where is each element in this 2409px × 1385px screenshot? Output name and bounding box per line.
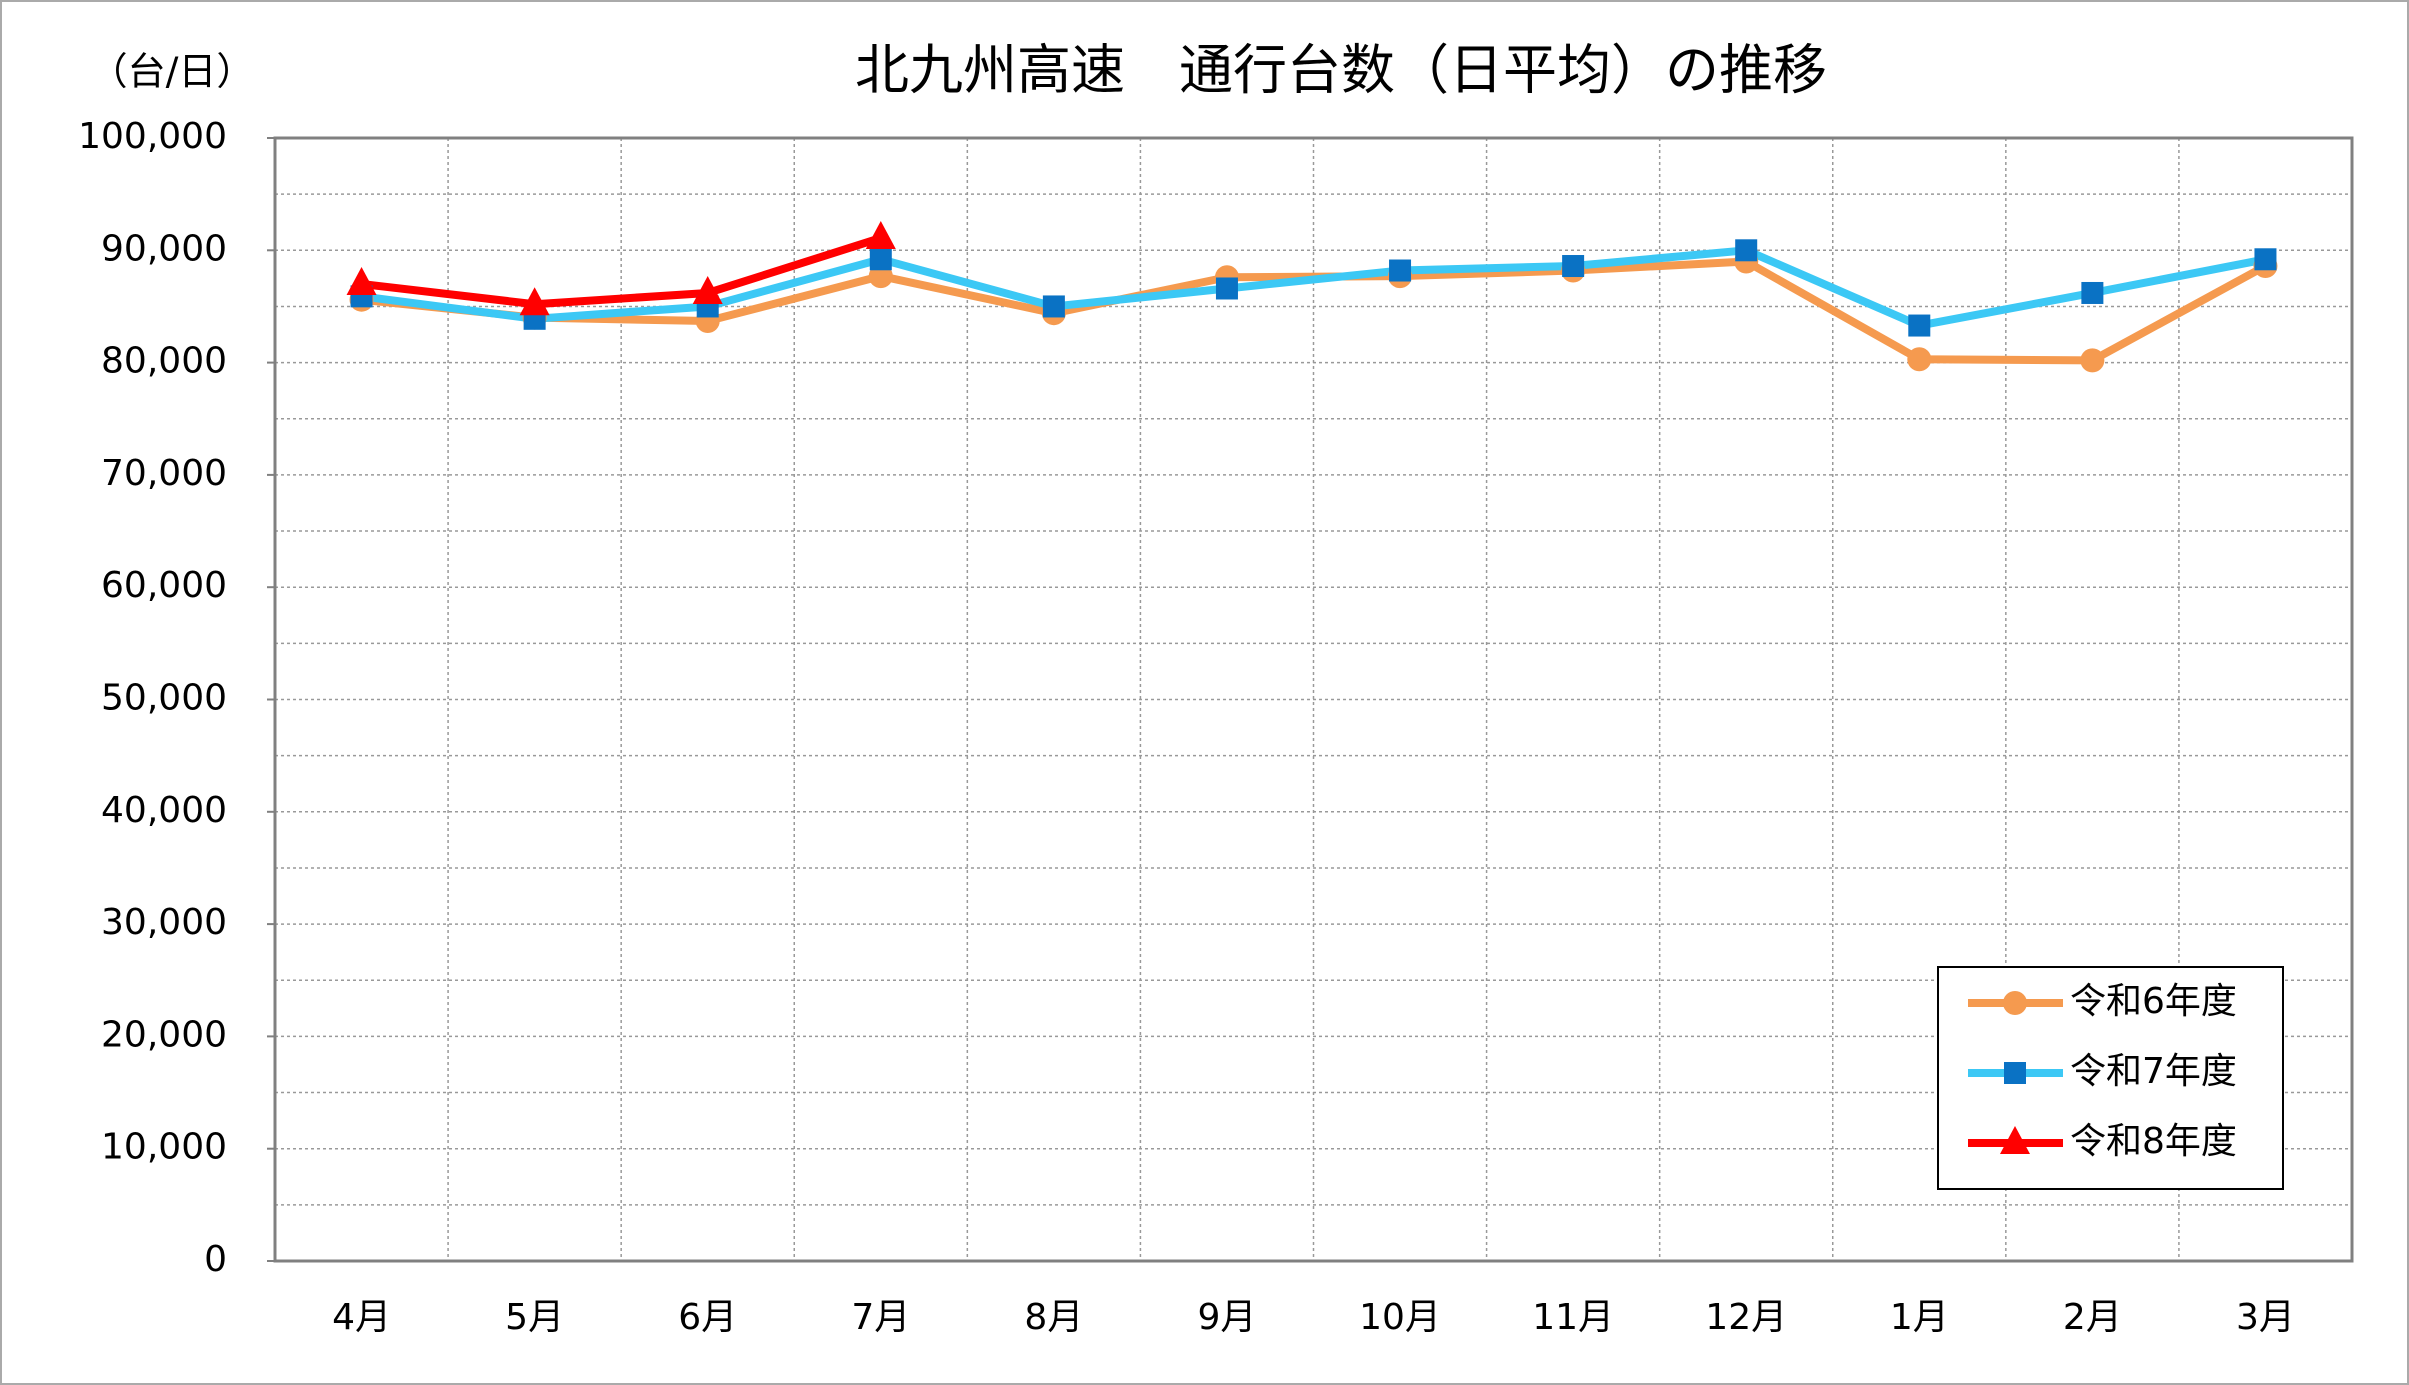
marker [1908, 314, 1931, 337]
legend-label: 令和8年度 [2070, 1121, 2237, 1162]
marker [1907, 347, 1932, 372]
series-line [361, 246, 2267, 330]
y-tick-label: 10,000 [101, 1127, 227, 1168]
y-tick-label: 0 [204, 1239, 227, 1280]
marker [2254, 248, 2277, 271]
legend-label: 令和6年度 [2070, 981, 2237, 1022]
chart-title: 北九州高速 通行台数（日平均）の推移 [855, 39, 1827, 102]
plot-border [273, 136, 2354, 1263]
y-tick-label: 100,000 [78, 116, 227, 157]
x-tick-label: 11月 [1532, 1297, 1614, 1338]
y-tick-label: 90,000 [101, 228, 227, 269]
x-tick-label: 1月 [1890, 1297, 1949, 1338]
x-tick-label: 2月 [2063, 1297, 2122, 1338]
y-tick-label: 20,000 [101, 1014, 227, 1055]
legend-label: 令和7年度 [2070, 1051, 2237, 1092]
marker [2080, 348, 2105, 373]
y-axis-label: （台/日） [90, 50, 255, 94]
x-tick-label: 5月 [505, 1297, 564, 1338]
marker [346, 266, 377, 295]
marker [692, 275, 723, 304]
y-tick-label: 30,000 [101, 902, 227, 943]
marker [1389, 259, 1412, 282]
x-tick-label: 7月 [851, 1297, 910, 1338]
marker [1562, 255, 1585, 278]
legend-marker [2004, 1062, 2026, 1084]
y-tick-label: 40,000 [101, 790, 227, 831]
x-tick-label: 6月 [678, 1297, 737, 1338]
y-tick-label: 80,000 [101, 341, 227, 382]
legend-marker [2003, 991, 2027, 1015]
marker [869, 248, 892, 271]
x-tick-label: 4月 [332, 1297, 391, 1338]
y-tick-label: 60,000 [101, 565, 227, 606]
marker [865, 220, 896, 249]
x-tick-label: 12月 [1705, 1297, 1787, 1338]
marker [1215, 277, 1238, 300]
y-tick-label: 50,000 [101, 678, 227, 719]
series-line [361, 234, 883, 309]
x-tick-label: 8月 [1024, 1297, 1083, 1338]
marker [519, 287, 550, 316]
marker [1735, 239, 1758, 262]
x-tick-label: 10月 [1359, 1297, 1441, 1338]
legend-marker [2000, 1126, 2030, 1154]
marker [1042, 295, 1065, 318]
y-tick-label: 70,000 [101, 453, 227, 494]
marker [2081, 281, 2104, 304]
x-tick-label: 9月 [1198, 1297, 1257, 1338]
x-tick-label: 3月 [2236, 1297, 2295, 1338]
